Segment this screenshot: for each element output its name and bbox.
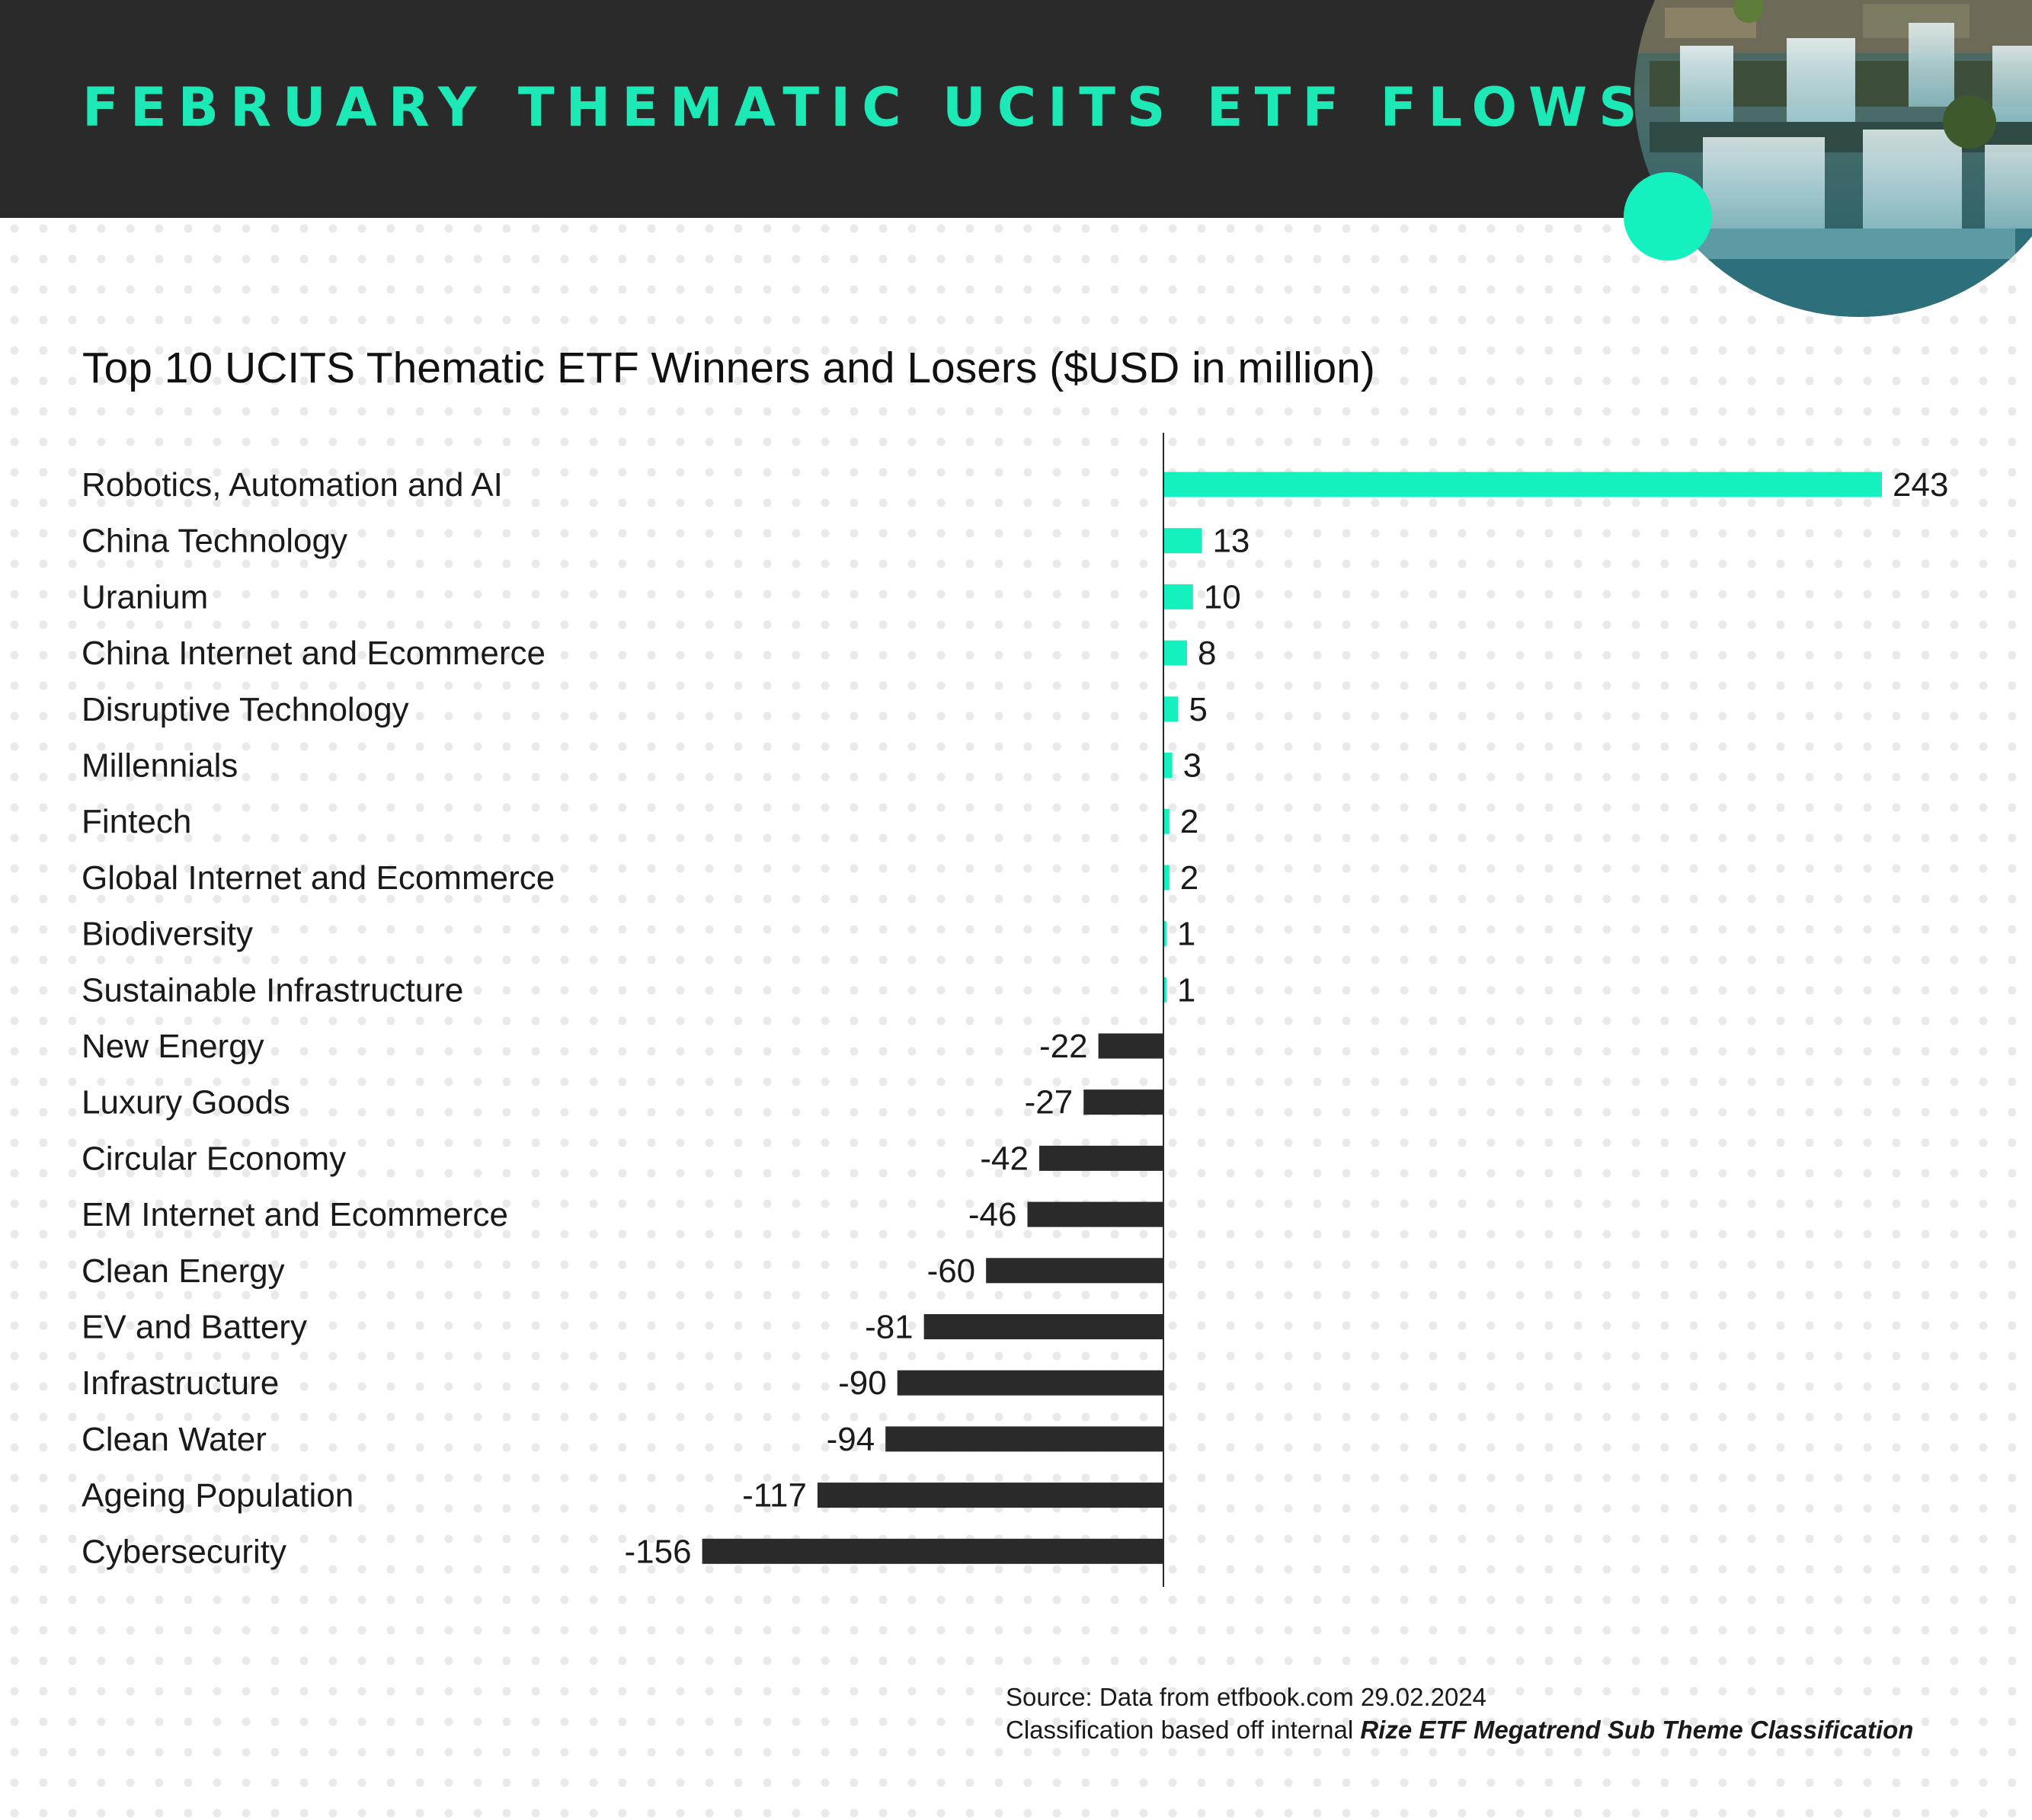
bar [817, 1483, 1163, 1508]
bar [923, 1314, 1163, 1339]
bar [1163, 865, 1170, 891]
value-label: -117 [742, 1477, 807, 1515]
bar [1163, 528, 1202, 554]
category-label: Fintech [82, 803, 191, 840]
category-label: Sustainable Infrastructure [82, 971, 463, 1009]
source-note: Source: Data from etfbook.com 29.02.2024… [1006, 1681, 1913, 1746]
bar [1039, 1145, 1163, 1171]
category-label: EM Internet and Ecommerce [82, 1196, 508, 1233]
category-label: Ageing Population [82, 1477, 354, 1515]
bar [702, 1538, 1163, 1564]
source-line: Source: Data from etfbook.com 29.02.2024 [1006, 1683, 1487, 1711]
bar [1163, 921, 1166, 947]
value-label: -42 [980, 1140, 1029, 1177]
value-label: 1 [1177, 971, 1195, 1009]
value-label: 10 [1204, 578, 1241, 616]
bar [1163, 753, 1173, 778]
chart-title: Top 10 UCITS Thematic ETF Winners and Lo… [82, 344, 1375, 392]
bar [885, 1426, 1163, 1452]
bar [1163, 640, 1188, 666]
waterfall-photo [1634, 0, 2032, 317]
bar [897, 1370, 1163, 1396]
value-label: -94 [827, 1421, 875, 1458]
category-label: Clean Water [82, 1421, 267, 1458]
category-label: Circular Economy [82, 1140, 346, 1177]
bar [1027, 1201, 1163, 1227]
classification-emphasis: Rize ETF Megatrend Sub Theme Classificat… [1360, 1716, 1914, 1744]
category-label: Robotics, Automation and AI [82, 466, 503, 504]
category-label: Disruptive Technology [82, 691, 409, 728]
value-label: -90 [838, 1364, 887, 1402]
category-label: EV and Battery [82, 1309, 307, 1346]
value-label: 13 [1212, 523, 1250, 560]
value-label: 2 [1180, 803, 1198, 840]
value-label: -22 [1039, 1028, 1088, 1065]
bar [1163, 808, 1170, 834]
value-label: 5 [1189, 691, 1207, 728]
value-label: 8 [1198, 635, 1216, 672]
bar [1098, 1033, 1163, 1059]
value-label: -156 [625, 1533, 692, 1570]
category-label: New Energy [82, 1028, 264, 1065]
value-label: 3 [1183, 747, 1202, 785]
bar [986, 1258, 1163, 1284]
value-label: -27 [1025, 1084, 1074, 1121]
category-label: Luxury Goods [82, 1084, 290, 1121]
category-label: Cybersecurity [82, 1533, 286, 1570]
bar [1163, 977, 1166, 1003]
value-label: 1 [1177, 916, 1195, 953]
category-label: Global Internet and Ecommerce [82, 859, 555, 897]
category-label: China Technology [82, 523, 347, 560]
category-label: Biodiversity [82, 916, 253, 953]
page-title: FEBRUARY THEMATIC UCITS ETF FLOWS [82, 76, 1649, 139]
category-label: Infrastructure [82, 1364, 279, 1402]
classification-line: Classification based off internal Rize E… [1006, 1713, 1913, 1746]
category-label: Millennials [82, 747, 238, 785]
bar [1163, 584, 1193, 609]
category-label: Clean Energy [82, 1252, 285, 1290]
bar [1083, 1089, 1163, 1115]
category-label: China Internet and Ecommerce [82, 635, 546, 672]
value-label: -81 [865, 1309, 914, 1346]
bar [1163, 696, 1179, 722]
value-label: -60 [927, 1252, 976, 1290]
value-label: 243 [1893, 466, 1948, 504]
accent-circle [1624, 172, 1712, 261]
value-label: 2 [1180, 859, 1198, 897]
bar [1163, 472, 1882, 497]
value-label: -46 [968, 1196, 1017, 1233]
classification-prefix: Classification based off internal [1006, 1716, 1361, 1744]
category-label: Uranium [82, 578, 208, 616]
